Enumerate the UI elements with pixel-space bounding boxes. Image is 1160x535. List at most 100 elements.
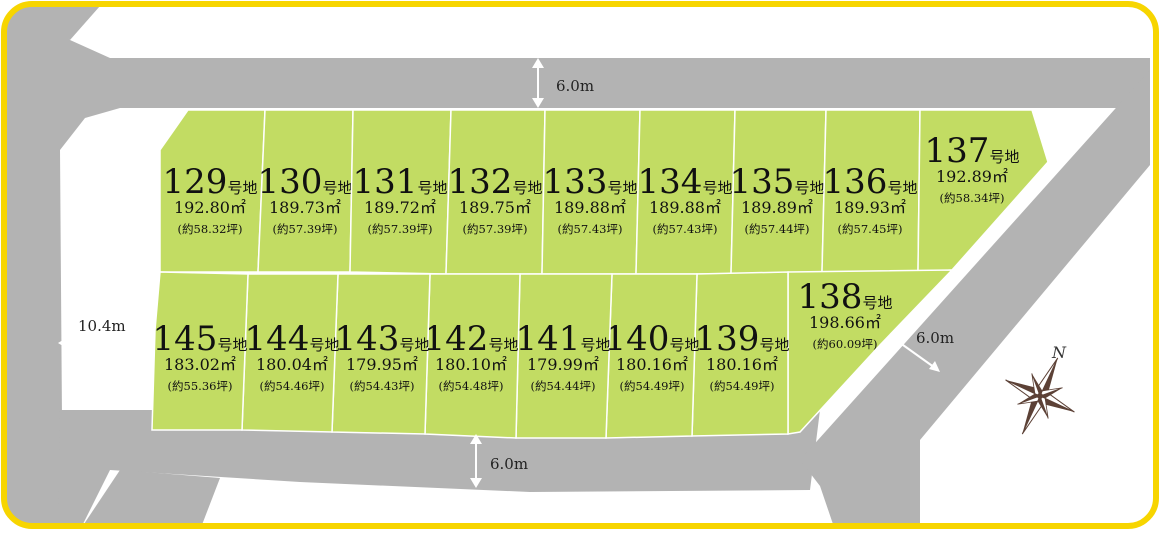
lot-number: 138号地 (798, 277, 893, 317)
lot-tsubo: (約60.09坪) (813, 337, 878, 351)
lot-area: 189.93㎡ (834, 198, 906, 217)
lot-area: 192.80㎡ (174, 198, 246, 217)
lot-shape[interactable] (159, 109, 266, 273)
road-label-top: 6.0m (556, 77, 594, 95)
lot-number-suffix: 号地 (759, 336, 789, 354)
lot-number: 139号地 (695, 319, 790, 359)
lot-tsubo: (約54.49坪) (710, 379, 775, 393)
lot-tsubo: (約57.43坪) (653, 222, 718, 236)
lot-tsubo: (約57.39坪) (368, 222, 433, 236)
lot-number-value: 142 (424, 319, 489, 359)
lot-area: 179.99㎡ (527, 355, 599, 374)
lot-number-suffix: 号地 (417, 179, 447, 197)
lot-number-value: 130 (258, 162, 323, 202)
lot-area: 180.16㎡ (706, 355, 778, 374)
lot-tsubo: (約58.34坪) (940, 191, 1005, 205)
lot-area: 180.04㎡ (256, 355, 328, 374)
lot-number-value: 129 (163, 162, 228, 202)
road-label-bottom: 6.0m (490, 455, 528, 473)
lot-shape[interactable] (151, 271, 249, 431)
lot-number: 134号地 (638, 162, 733, 202)
lot-number-suffix: 号地 (227, 179, 257, 197)
lot-tsubo: (約54.43坪) (350, 379, 415, 393)
roads (4, 6, 1150, 526)
road-dim-top: 6.0m (532, 58, 594, 108)
lot-number-value: 138 (798, 277, 863, 317)
road-label-left: 10.4m (78, 317, 126, 335)
road-label-right: 6.0m (916, 329, 954, 347)
lot-area: 180.16㎡ (616, 355, 688, 374)
lot-number-suffix: 号地 (794, 179, 824, 197)
lot-number: 133号地 (543, 162, 638, 202)
lot-area: 180.10㎡ (435, 355, 507, 374)
lot-tsubo: (約57.45坪) (838, 222, 903, 236)
lot-number: 141号地 (516, 319, 611, 359)
lot-number-suffix: 号地 (217, 336, 247, 354)
lot-number: 144号地 (245, 319, 340, 359)
lot-number-suffix: 号地 (488, 336, 518, 354)
road-bottom (58, 410, 820, 526)
lot-tsubo: (約55.36坪) (168, 379, 233, 393)
lot-tsubo: (約54.48坪) (439, 379, 504, 393)
lot-area: 183.02㎡ (164, 355, 236, 374)
lot-number: 136号地 (823, 162, 918, 202)
lot-area: 189.88㎡ (649, 198, 721, 217)
lot-area: 192.89㎡ (936, 167, 1008, 186)
lot-shape[interactable] (917, 109, 1049, 273)
lot-number-suffix: 号地 (322, 179, 352, 197)
lot-number-value: 140 (605, 319, 670, 359)
lot-tsubo: (約57.39坪) (273, 222, 338, 236)
lot-tsubo: (約57.39坪) (463, 222, 528, 236)
compass-north-label: N (1051, 343, 1067, 362)
lot-number-suffix: 号地 (580, 336, 610, 354)
lot-area: 189.88㎡ (554, 198, 626, 217)
lot-number-value: 131 (353, 162, 418, 202)
lot-number-suffix: 号地 (702, 179, 732, 197)
lot-area: 189.73㎡ (269, 198, 341, 217)
lot-tsubo: (約54.49坪) (620, 379, 685, 393)
lot-number-value: 136 (823, 162, 888, 202)
lot-tsubo: (約57.44坪) (745, 222, 810, 236)
lot-area: 179.95㎡ (346, 355, 418, 374)
lot-number: 140号地 (605, 319, 700, 359)
lot-tsubo: (約54.44坪) (531, 379, 596, 393)
lot-number-value: 137 (925, 131, 990, 171)
lot-number-suffix: 号地 (607, 179, 637, 197)
lot-number: 145号地 (153, 319, 248, 359)
lot-number-suffix: 号地 (887, 179, 917, 197)
lot-number: 131号地 (353, 162, 448, 202)
lot-number: 142号地 (424, 319, 519, 359)
lot-number-value: 144 (245, 319, 310, 359)
lot-number-value: 134 (638, 162, 703, 202)
lot-number: 135号地 (730, 162, 825, 202)
lot-number-suffix: 号地 (512, 179, 542, 197)
lots: 129号地192.80㎡(約58.32坪)130号地189.73㎡(約57.39… (151, 109, 1049, 439)
lot-number-value: 139 (695, 319, 760, 359)
lot-tsubo: (約57.43坪) (558, 222, 623, 236)
lot-area: 198.66㎡ (809, 313, 881, 332)
lot-number-value: 133 (543, 162, 608, 202)
lot-area: 189.75㎡ (459, 198, 531, 217)
lot-number-suffix: 号地 (309, 336, 339, 354)
lot-number-suffix: 号地 (669, 336, 699, 354)
